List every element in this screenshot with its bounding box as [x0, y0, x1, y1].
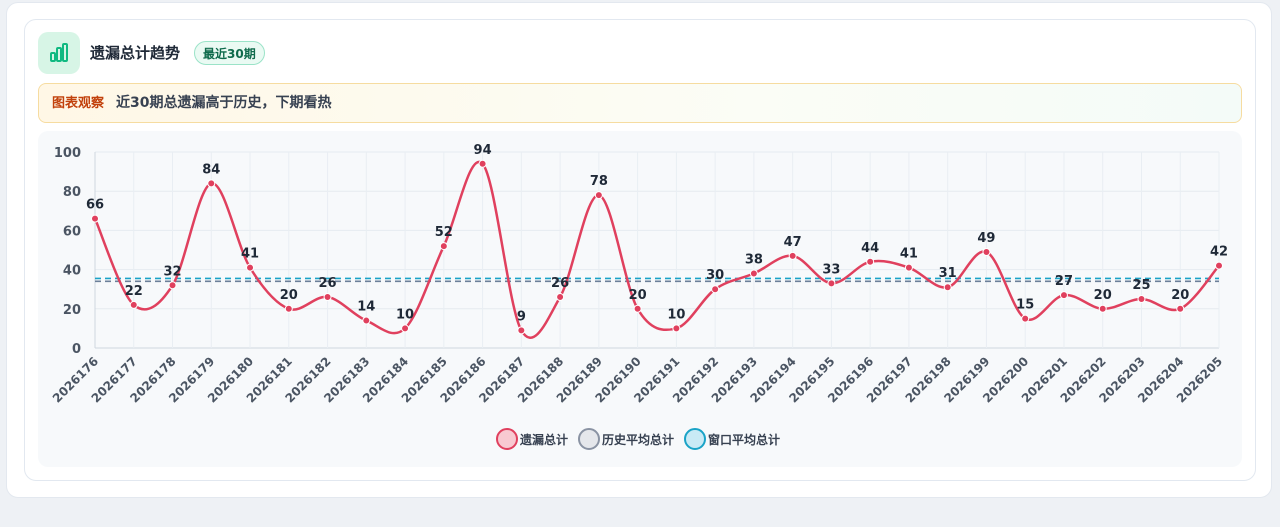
bar-chart-icon: [38, 32, 80, 74]
data-label: 41: [900, 247, 918, 262]
legend-label: 历史平均总计: [602, 432, 675, 447]
y-tick-label: 0: [72, 342, 81, 357]
data-label: 26: [551, 276, 569, 291]
series-path: [93, 160, 1220, 339]
data-point: [439, 242, 448, 251]
data-point: [904, 263, 913, 272]
data-label: 41: [241, 247, 259, 262]
y-tick-label: 20: [63, 303, 81, 318]
data-label: 49: [977, 231, 995, 246]
reference-lines: [95, 277, 1219, 283]
y-tick-label: 80: [63, 185, 81, 200]
data-label: 20: [1171, 288, 1189, 303]
data-point: [633, 304, 642, 313]
data-label: 22: [125, 284, 143, 299]
data-point: [1059, 291, 1068, 300]
data-point: [168, 281, 177, 290]
data-label: 30: [706, 268, 724, 283]
data-label: 38: [745, 253, 763, 268]
legend-item-history-avg[interactable]: 历史平均总计: [578, 428, 674, 450]
series-line: [93, 160, 1220, 339]
chart-legend: 遗漏总计 历史平均总计 窗口平均总计: [496, 426, 784, 452]
data-point: [556, 293, 565, 302]
data-label: 20: [1094, 288, 1112, 303]
data-label: 44: [861, 241, 879, 256]
data-points: [91, 159, 1223, 335]
observation-tag: 图表观察: [52, 96, 105, 111]
legend-swatch: [496, 428, 518, 450]
data-point: [478, 159, 487, 168]
legend-item-window-avg[interactable]: 窗口平均总计: [684, 428, 780, 450]
data-label: 66: [86, 198, 104, 213]
legend-swatch: [684, 428, 707, 450]
data-point: [1137, 295, 1146, 303]
data-label: 33: [822, 262, 840, 277]
data-label: 78: [590, 174, 608, 189]
data-point: [672, 324, 681, 333]
data-point: [91, 214, 99, 223]
data-point: [1176, 304, 1185, 313]
data-label: 32: [163, 264, 181, 279]
legend-swatch: [578, 428, 601, 450]
data-point: [788, 251, 797, 260]
data-label: 25: [1132, 278, 1150, 293]
data-point: [1098, 304, 1107, 313]
y-tick-label: 100: [54, 146, 81, 161]
data-label: 26: [319, 276, 337, 291]
data-label: 14: [357, 300, 375, 315]
data-label: 27: [1055, 274, 1073, 289]
data-point: [594, 191, 603, 200]
data-point: [129, 300, 138, 309]
data-label: 10: [396, 307, 414, 322]
data-label: 20: [280, 288, 298, 303]
data-label: 47: [784, 235, 802, 250]
data-point: [1021, 314, 1030, 323]
data-point: [207, 179, 216, 188]
chart-area: [38, 131, 1242, 467]
y-tick-label: 60: [63, 224, 81, 239]
data-label: 20: [629, 288, 647, 303]
period-badge: 最近30期: [194, 41, 265, 65]
data-label: 9: [517, 309, 526, 324]
data-point: [982, 247, 991, 256]
data-point: [284, 304, 293, 313]
data-point: [517, 326, 526, 335]
data-point: [943, 283, 952, 292]
observation-text: 近30期总遗漏高于历史，下期看热: [116, 95, 332, 111]
y-axis: 0 20 40 60 80 100: [54, 146, 81, 357]
data-point: [1215, 261, 1223, 270]
card-title: 遗漏总计趋势: [90, 44, 181, 62]
data-label: 84: [202, 162, 220, 177]
data-label: 42: [1210, 245, 1228, 260]
data-label: 94: [474, 143, 492, 158]
legend-label: 遗漏总计: [520, 432, 569, 447]
data-point: [827, 279, 836, 288]
data-label: 10: [667, 307, 685, 322]
data-point: [401, 324, 410, 333]
data-label: 15: [1016, 298, 1034, 313]
data-point: [362, 316, 371, 325]
data-point: [711, 285, 720, 294]
data-label: 52: [435, 225, 453, 240]
data-point: [749, 269, 758, 278]
data-point: [323, 293, 332, 302]
data-point: [246, 263, 255, 272]
chart-grid: [94, 151, 1220, 349]
data-point: [866, 257, 875, 266]
y-tick-label: 40: [63, 264, 81, 279]
x-axis: 2026176202617720261782026179202618020261…: [50, 354, 1225, 405]
chart-observation: 图表观察 近30期总遗漏高于历史，下期看热: [38, 83, 1242, 123]
legend-label: 窗口平均总计: [708, 432, 781, 447]
legend-item-series[interactable]: 遗漏总计: [496, 428, 568, 450]
data-labels: 6622328441202614105294926782010303847334…: [86, 143, 1228, 325]
data-label: 31: [939, 266, 957, 281]
